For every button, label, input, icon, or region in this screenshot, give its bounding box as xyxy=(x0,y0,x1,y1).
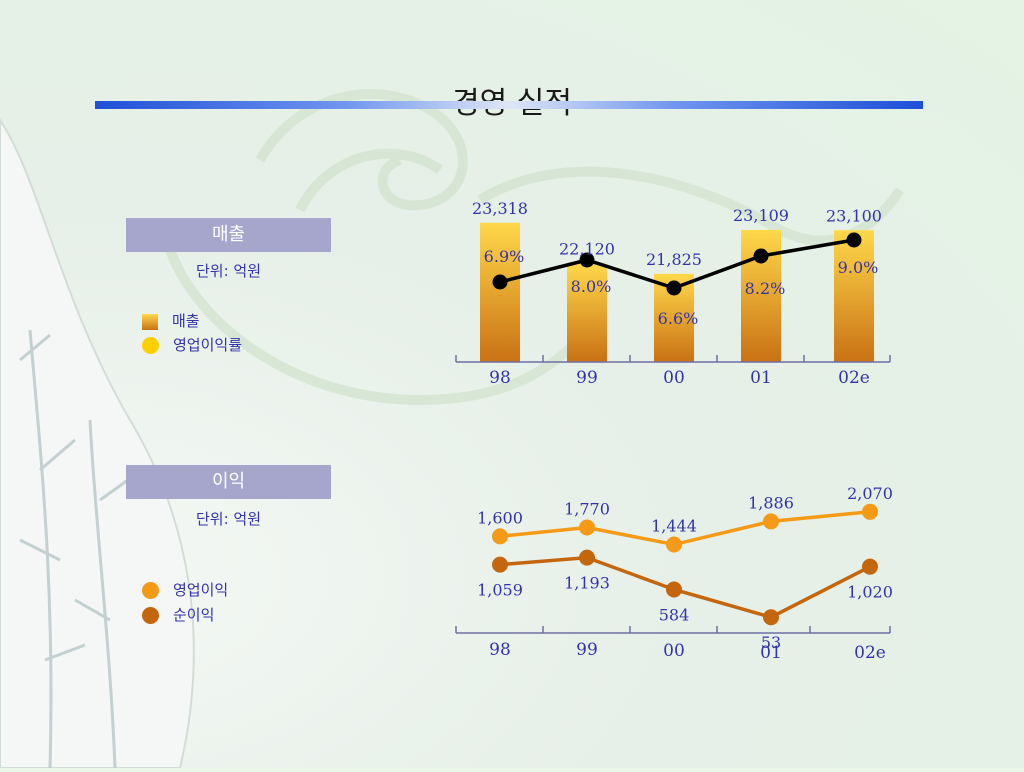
operating-profit-point xyxy=(666,536,682,553)
operating-profit-swatch xyxy=(142,582,159,599)
legend-item-sales: 매출 xyxy=(142,310,200,331)
sales-bar xyxy=(834,230,874,362)
sales-value-label: 23,318 xyxy=(472,199,528,218)
operating-margin-point xyxy=(492,274,508,290)
operating-margin-point xyxy=(753,248,769,264)
sales-bar xyxy=(480,222,520,362)
operating-margin-value-label: 6.9% xyxy=(484,247,525,266)
net-profit-value-label: 1,059 xyxy=(477,581,523,600)
net-profit-point xyxy=(862,558,878,575)
legend-label-operating-margin: 영업이익률 xyxy=(173,336,243,354)
net-profit-value-label: 1,020 xyxy=(847,583,893,602)
sales-value-label: 22,120 xyxy=(559,240,615,259)
profit-category-label: 02e xyxy=(854,643,886,663)
profit-category-label: 99 xyxy=(576,640,598,660)
net-profit-value-label: 584 xyxy=(659,605,690,624)
operating-profit-value-label: 2,070 xyxy=(847,484,893,503)
profit-section-header: 이익 xyxy=(126,465,331,499)
sales-section-header: 매출 xyxy=(126,218,331,252)
profit-chart: 98 99 00 01 02e 1,600 1,770 1,444 1,886 2,070 1,0… xyxy=(455,484,893,663)
operating-margin-value-label: 8.0% xyxy=(571,277,612,296)
sales-unit-label: 단위: 억원 xyxy=(195,262,262,280)
operating-margin-point xyxy=(846,232,862,248)
net-profit-value-label: 1,193 xyxy=(564,574,610,593)
sales-bar xyxy=(567,263,607,362)
legend-label-sales: 매출 xyxy=(172,312,200,330)
operating-profit-value-label: 1,444 xyxy=(651,517,697,536)
title-underline xyxy=(95,101,923,109)
sales-category-label: 02e xyxy=(838,368,870,388)
sales-chart: 98 99 00 01 02e 23,318 22,120 21,825 23,109 23,1… xyxy=(455,199,891,388)
operating-margin-value-label: 6.6% xyxy=(658,309,699,328)
profit-category-label: 00 xyxy=(663,641,685,661)
net-profit-swatch xyxy=(142,607,159,624)
profit-category-label: 01 xyxy=(760,643,782,663)
operating-profit-point xyxy=(862,503,878,520)
operating-margin-value-label: 8.2% xyxy=(745,279,786,298)
bamboo-decoration xyxy=(19,329,136,769)
operating-margin-swatch xyxy=(142,337,159,354)
legend-label-net-profit: 순이익 xyxy=(173,606,215,624)
sales-category-label: 00 xyxy=(663,368,685,388)
operating-profit-value-label: 1,770 xyxy=(564,499,610,518)
legend-item-operating-margin: 영업이익률 xyxy=(142,334,242,355)
net-profit-point xyxy=(492,556,508,573)
sales-category-label: 01 xyxy=(750,368,772,388)
legend-item-operating-profit: 영업이익 xyxy=(142,579,228,600)
legend-item-net-profit: 순이익 xyxy=(142,604,214,625)
operating-profit-value-label: 1,886 xyxy=(748,493,794,512)
net-profit-point xyxy=(579,549,595,566)
sales-value-label: 23,100 xyxy=(826,206,882,225)
operating-profit-value-label: 1,600 xyxy=(477,508,523,527)
operating-margin-point xyxy=(666,280,682,296)
operating-margin-value-label: 9.0% xyxy=(838,258,879,277)
profit-category-label: 98 xyxy=(489,640,511,660)
sales-category-label: 98 xyxy=(489,368,511,388)
page-title: 경영 실적 xyxy=(0,78,1024,122)
net-profit-point xyxy=(666,581,682,598)
operating-profit-point xyxy=(492,528,508,545)
operating-profit-point xyxy=(763,513,779,530)
operating-margin-point xyxy=(579,252,595,268)
sales-value-label: 21,825 xyxy=(646,250,702,269)
cloud-swirl-decoration xyxy=(165,89,905,406)
sales-value-label: 23,109 xyxy=(733,206,789,225)
sales-bar-swatch xyxy=(142,313,158,330)
operating-profit-point xyxy=(579,519,595,536)
profit-unit-label: 단위: 억원 xyxy=(195,510,262,528)
net-profit-value-label: 53 xyxy=(761,633,781,652)
net-profit-point xyxy=(763,609,779,626)
legend-label-operating-profit: 영업이익 xyxy=(173,581,229,599)
sales-category-label: 99 xyxy=(576,368,598,388)
